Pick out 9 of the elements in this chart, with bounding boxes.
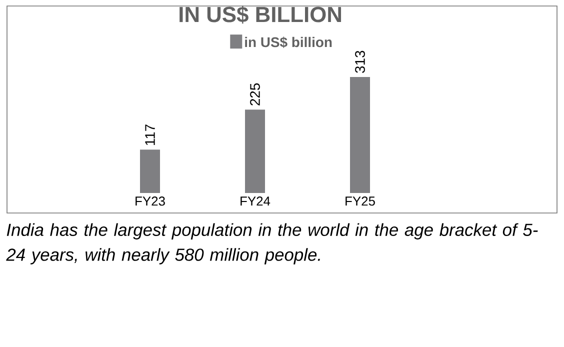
x-tick-label: FY23 xyxy=(136,196,165,206)
data-label: 313 xyxy=(355,50,365,73)
x-tick-label: FY24 xyxy=(240,196,270,206)
chart-title: IN US$ BILLION xyxy=(180,6,342,24)
data-label: 117 xyxy=(145,124,155,146)
x-tick-label: FY25 xyxy=(346,196,375,206)
legend-label: in US$ billion xyxy=(245,36,332,48)
text: India has the largest population in the world in the age bracket of 5-24 years, with nearly 580 million people. xyxy=(6,223,538,264)
data-label: 225 xyxy=(250,83,260,106)
